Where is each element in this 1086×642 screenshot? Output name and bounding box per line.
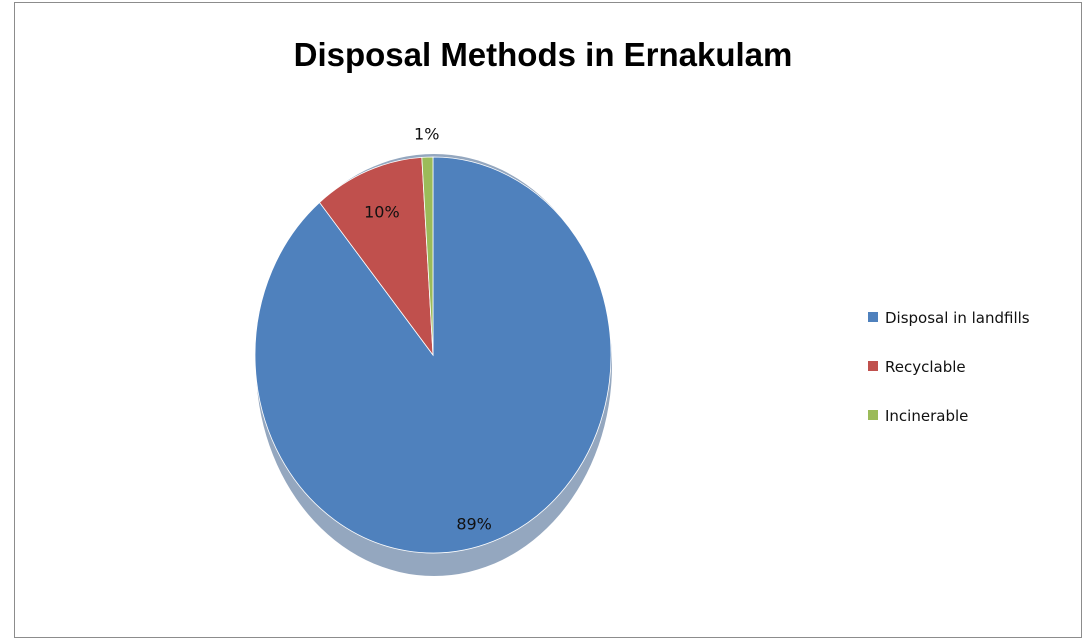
data-label-disposal-in-landfills: 89% — [456, 514, 492, 533]
chart-title: Disposal Methods in Ernakulam — [293, 36, 793, 73]
legend-swatch-disposal-in-landfills — [868, 312, 878, 322]
legend: Disposal in landfills Recyclable Incinerab… — [868, 309, 1030, 425]
pie-slice-recyclable — [319, 156, 434, 357]
data-label-incinerable: 1% — [414, 124, 439, 143]
data-label-recyclable: 10% — [364, 202, 400, 221]
data-labels: 89% 10% 1% — [364, 124, 492, 533]
pie-slice-incinerable — [421, 156, 434, 356]
legend-swatch-recyclable — [868, 361, 878, 371]
legend-label-disposal-in-landfills: Disposal in landfills — [885, 309, 1030, 327]
legend-swatch-incinerable — [868, 410, 878, 420]
legend-label-incinerable: Incinerable — [885, 407, 968, 425]
legend-label-recyclable: Recyclable — [885, 358, 966, 376]
pie-slice-disposal-in-landfills — [254, 156, 612, 554]
pie-slices — [254, 156, 612, 554]
